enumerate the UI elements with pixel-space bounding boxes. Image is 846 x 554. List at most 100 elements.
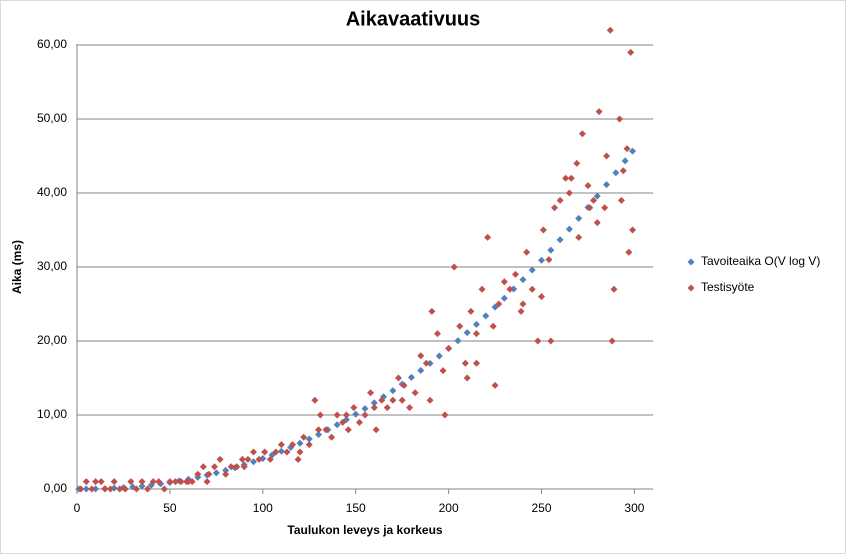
point (339, 418, 347, 426)
point (77, 485, 85, 493)
point (138, 482, 146, 490)
legend-marker (687, 258, 695, 266)
point (272, 448, 280, 456)
point (222, 466, 230, 474)
point (333, 421, 341, 429)
point (593, 192, 601, 200)
point (461, 359, 469, 367)
point (88, 485, 96, 493)
point (255, 455, 263, 463)
x-tick-label: 250 (532, 501, 552, 515)
point (370, 399, 378, 407)
point (426, 396, 434, 404)
point (127, 478, 135, 486)
point (489, 322, 497, 330)
point (106, 485, 114, 493)
point (296, 448, 304, 456)
point (612, 169, 620, 177)
point (565, 225, 573, 233)
point (575, 214, 583, 222)
point (616, 115, 624, 123)
point (484, 233, 492, 241)
point (512, 270, 520, 278)
point (315, 426, 323, 434)
point (367, 389, 375, 397)
point (240, 463, 248, 471)
point (417, 352, 425, 360)
point (166, 478, 174, 486)
x-tick-label: 150 (346, 501, 366, 515)
y-axis-label: Aika (ms) (10, 240, 24, 294)
point (92, 478, 100, 486)
point (212, 469, 220, 477)
point (233, 463, 241, 471)
point (121, 485, 129, 493)
point (565, 189, 573, 197)
point (573, 159, 581, 167)
y-tick-label: 0,00 (44, 481, 68, 495)
point (210, 463, 218, 471)
point (305, 435, 313, 443)
point (277, 441, 285, 449)
point (621, 157, 629, 165)
point (567, 174, 575, 182)
point (205, 470, 213, 478)
point (316, 411, 324, 419)
point (250, 448, 258, 456)
point (222, 470, 230, 478)
point (144, 485, 152, 493)
point (495, 300, 503, 308)
point (400, 381, 408, 389)
y-tick-label: 60,00 (37, 37, 67, 51)
point (629, 226, 637, 234)
point (601, 204, 609, 212)
point (378, 396, 386, 404)
point (500, 278, 508, 286)
point (149, 478, 157, 486)
point (551, 204, 559, 212)
point (610, 285, 618, 293)
y-tick-label: 30,00 (37, 259, 67, 273)
legend-marker (687, 284, 695, 292)
point (411, 389, 419, 397)
point (545, 256, 553, 264)
point (289, 441, 297, 449)
point (132, 485, 140, 493)
point (110, 478, 118, 486)
point (528, 266, 536, 274)
point (538, 256, 546, 264)
point (454, 337, 462, 345)
point (441, 411, 449, 419)
point (603, 152, 611, 160)
point (547, 246, 555, 254)
point (266, 455, 274, 463)
point (305, 441, 313, 449)
point (406, 404, 414, 412)
legend-label: Tavoiteaika O(V log V) (701, 254, 820, 268)
x-tick-label: 200 (439, 501, 459, 515)
point (244, 455, 252, 463)
point (586, 204, 594, 212)
point (294, 455, 302, 463)
point (389, 396, 397, 404)
y-tick-label: 50,00 (37, 111, 67, 125)
point (296, 439, 304, 447)
x-tick-label: 0 (74, 501, 81, 515)
chart-title: Aikavaativuus (346, 8, 481, 30)
point (478, 285, 486, 293)
point (472, 320, 480, 328)
point (547, 337, 555, 345)
point (383, 404, 391, 412)
point (463, 374, 471, 382)
point (389, 387, 397, 395)
point (322, 426, 330, 434)
point (575, 233, 583, 241)
point (361, 411, 369, 419)
point (608, 337, 616, 345)
y-tick-label: 40,00 (37, 185, 67, 199)
point (261, 448, 269, 456)
point (606, 26, 614, 34)
point (97, 478, 105, 486)
x-tick-label: 50 (163, 501, 177, 515)
point (250, 458, 258, 466)
